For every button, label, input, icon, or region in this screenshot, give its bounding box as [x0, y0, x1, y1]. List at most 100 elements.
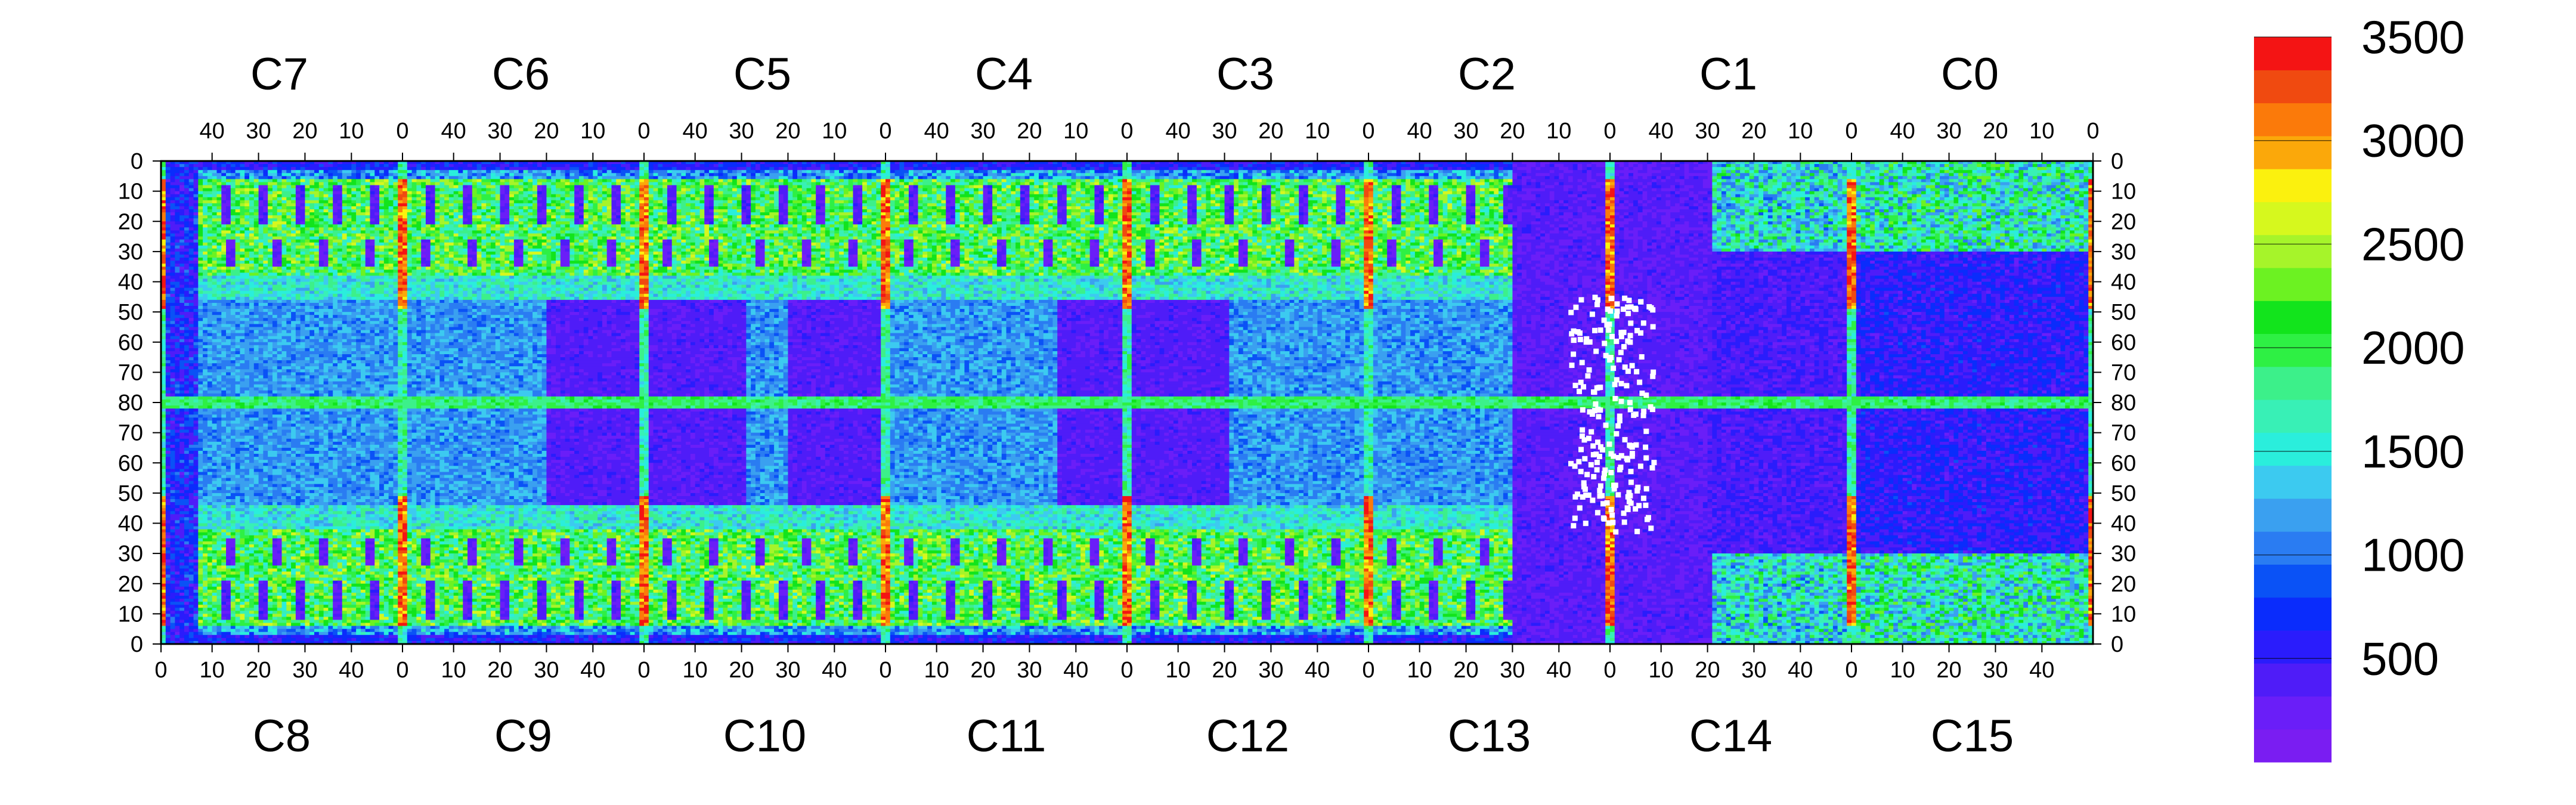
- heatmap-cell: [1072, 176, 1076, 179]
- heatmap-cell: [1174, 173, 1178, 177]
- heatmap-cell: [816, 179, 821, 182]
- heatmap-cell: [1916, 173, 1921, 177]
- heatmap-cell: [955, 179, 960, 182]
- heatmap-cell: [616, 167, 626, 171]
- heatmap-cell: [254, 164, 259, 168]
- heatmap-cell: [2042, 179, 2051, 182]
- heatmap-cell: [342, 173, 352, 177]
- heatmap-cell: [1870, 176, 1875, 179]
- heatmap-cell: [361, 179, 366, 182]
- heatmap-cell: [1099, 167, 1104, 171]
- heatmap-cell: [1800, 170, 1805, 174]
- heatmap-cell: [1986, 164, 1991, 168]
- heatmap-cell: [639, 170, 644, 174]
- heatmap-cell: [654, 182, 658, 185]
- heatmap-cell: [1109, 179, 1118, 182]
- heatmap-cell: [1768, 179, 1773, 182]
- heatmap-cell: [792, 176, 797, 179]
- heatmap-cell: [537, 167, 542, 171]
- heatmap-cell: [203, 182, 208, 185]
- heatmap-cell: [1243, 167, 1248, 171]
- heatmap-cell: [221, 182, 226, 185]
- heatmap-cell: [1452, 179, 1457, 182]
- heatmap-cell: [1062, 179, 1067, 182]
- heatmap-cell: [2060, 176, 2065, 179]
- heatmap-cell: [407, 167, 412, 171]
- heatmap-cell: [760, 182, 765, 185]
- heatmap-cell: [194, 173, 199, 177]
- heatmap-cell: [463, 167, 477, 171]
- heatmap-cell: [1930, 164, 1935, 168]
- heatmap-cell: [1512, 179, 1522, 182]
- heatmap-cell: [1740, 179, 1745, 182]
- heatmap-cell: [370, 173, 374, 177]
- heatmap-cell: [634, 170, 639, 174]
- heatmap-cell: [416, 176, 421, 179]
- heatmap-cell: [1647, 167, 1652, 171]
- heatmap-cell: [426, 182, 431, 185]
- heatmap-cell: [2018, 170, 2023, 174]
- heatmap-cell: [1596, 173, 1606, 177]
- heatmap-cell: [927, 176, 932, 179]
- heatmap-cell: [1573, 176, 1587, 179]
- heatmap-cell: [686, 173, 691, 177]
- heatmap-cell: [2010, 164, 2014, 168]
- heatmap-cell: [1220, 176, 1230, 179]
- heatmap-cell: [876, 179, 881, 182]
- heatmap-cell: [208, 167, 212, 171]
- heatmap-cell: [1192, 179, 1197, 182]
- heatmap-cell: [742, 170, 747, 174]
- heatmap-cell: [1002, 170, 1007, 174]
- heatmap-cell: [630, 164, 640, 168]
- heatmap-cell: [421, 182, 426, 185]
- heatmap-cell: [1624, 173, 1628, 177]
- heatmap-cell: [2028, 173, 2038, 177]
- heatmap-cell: [1815, 164, 1819, 168]
- heatmap-cell: [704, 164, 709, 168]
- heatmap-cell: [1805, 164, 1810, 168]
- heatmap-cell: [1503, 176, 1513, 179]
- heatmap-cell: [421, 173, 426, 177]
- heatmap-cell: [1973, 170, 1977, 174]
- heatmap-cell: [356, 176, 361, 179]
- heatmap-cell: [194, 179, 199, 182]
- heatmap-cell: [481, 170, 486, 174]
- heatmap-cell: [1773, 179, 1778, 182]
- heatmap-cell: [1758, 167, 1763, 171]
- heatmap-cell: [361, 170, 366, 174]
- heatmap-cell: [338, 170, 342, 174]
- heatmap-cell: [1011, 182, 1015, 185]
- heatmap-cell: [704, 182, 714, 185]
- heatmap-cell: [779, 176, 788, 179]
- heatmap-cell: [807, 173, 812, 177]
- heatmap-cell: [244, 182, 249, 185]
- heatmap-cell: [366, 173, 370, 177]
- heatmap-cell: [1438, 179, 1448, 182]
- heatmap-cell: [1150, 173, 1155, 177]
- heatmap-cell: [1280, 173, 1285, 177]
- heatmap-cell: [639, 176, 649, 179]
- heatmap-cell: [1355, 167, 1360, 171]
- heatmap-cell: [301, 179, 305, 182]
- heatmap-cell: [449, 176, 459, 179]
- heatmap-cell: [1182, 170, 1187, 174]
- heatmap-cell: [769, 167, 774, 171]
- heatmap-cell: [1285, 173, 1295, 177]
- heatmap-cell: [305, 173, 309, 177]
- heatmap-cell: [1605, 170, 1615, 174]
- heatmap-cell: [691, 170, 695, 174]
- heatmap-cell: [1573, 164, 1578, 168]
- heatmap-cell: [1452, 173, 1457, 177]
- heatmap-cell: [890, 173, 895, 177]
- heatmap-cell: [2023, 176, 2028, 179]
- heatmap-cell: [412, 182, 417, 185]
- heatmap-cell: [1007, 179, 1016, 182]
- heatmap-cell: [1169, 164, 1174, 168]
- heatmap-cell: [1945, 167, 1949, 171]
- heatmap-cell: [1206, 179, 1210, 182]
- heatmap-cell: [760, 173, 765, 177]
- heatmap-cell: [867, 179, 872, 182]
- heatmap-cell: [416, 173, 421, 177]
- heatmap-cell: [486, 176, 491, 179]
- heatmap-cell: [1243, 164, 1248, 168]
